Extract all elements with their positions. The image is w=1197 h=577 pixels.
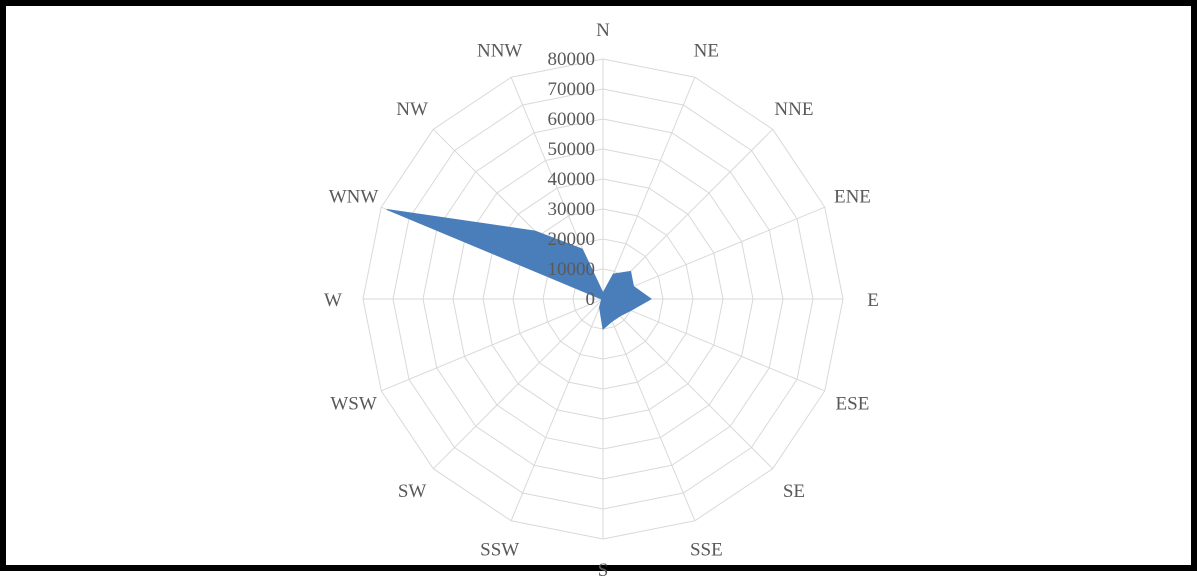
radial-tick-label: 70000	[548, 79, 596, 100]
direction-label-sw: SW	[398, 481, 427, 502]
spoke-sw	[432, 298, 604, 470]
direction-label-ese: ESE	[836, 393, 870, 414]
spoke-nne	[602, 128, 774, 300]
series-area-0	[386, 208, 652, 330]
spoke-ssw	[510, 298, 604, 521]
spoke-se	[602, 298, 774, 470]
radial-tick-label: 60000	[548, 109, 596, 130]
radial-tick-label: 30000	[548, 199, 596, 220]
radar-chart: 0 10000 20000 30000 40000 50000 60000 70000 8000…	[324, 20, 879, 577]
spoke-sse	[602, 298, 696, 521]
radial-tick-label: 40000	[548, 169, 596, 190]
direction-label-ssw: SSW	[480, 539, 519, 560]
direction-label-wnw: WNW	[329, 187, 379, 208]
direction-label-nw: NW	[396, 99, 428, 120]
direction-label-nne: NNE	[774, 99, 813, 120]
radial-tick-label: 20000	[548, 229, 596, 250]
data-layer	[386, 208, 652, 330]
grid-layer	[362, 58, 844, 540]
radial-tick-labels: 0 10000 20000 30000 40000 50000 60000 70000 8000…	[548, 49, 596, 310]
spoke-ne	[602, 77, 696, 300]
direction-label-se: SE	[783, 481, 805, 502]
spoke-ene	[602, 206, 825, 300]
radial-tick-label: 0	[586, 289, 596, 310]
direction-label-wsw: WSW	[330, 393, 377, 414]
direction-label-n: N	[596, 20, 610, 41]
direction-label-nnw: NNW	[477, 41, 522, 62]
direction-label-ne: NE	[694, 41, 719, 62]
direction-label-sse: SSE	[690, 539, 723, 560]
radial-tick-label: 80000	[548, 49, 596, 70]
direction-label-s: S	[598, 560, 609, 577]
spoke-wsw	[381, 298, 604, 392]
direction-label-e: E	[867, 290, 879, 311]
radial-tick-label: 10000	[548, 259, 596, 280]
direction-label-w: W	[324, 290, 342, 311]
direction-label-ene: ENE	[834, 187, 871, 208]
spoke-ese	[602, 298, 825, 392]
radial-tick-label: 50000	[548, 139, 596, 160]
